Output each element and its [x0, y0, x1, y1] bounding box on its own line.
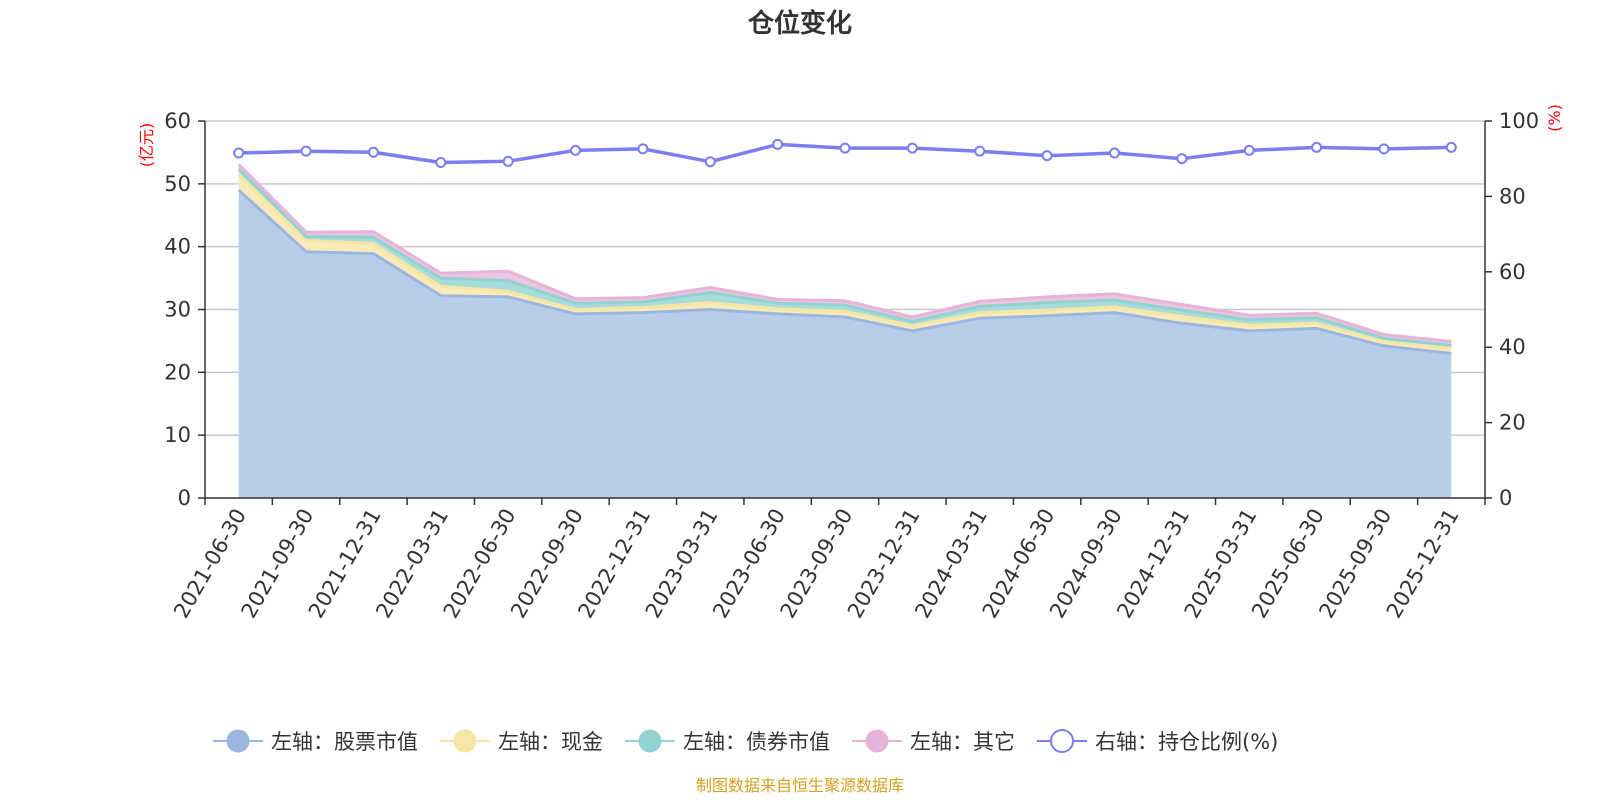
legend-item-3: 左轴：债券市值	[625, 729, 830, 754]
legend-circle-marker	[638, 729, 662, 753]
legend-label: 右轴：持仓比例(%)	[1095, 730, 1278, 754]
area-series-line-1	[237, 188, 1452, 355]
position-ratio-point	[974, 145, 986, 157]
left-axis-tick-label: 60	[164, 109, 191, 133]
left-axis-tick-label: 10	[164, 423, 191, 447]
position-ratio-point	[906, 142, 918, 154]
position-ratio-point	[233, 147, 245, 159]
area-series-line-2	[237, 173, 1452, 350]
position-ratio-point	[1378, 143, 1390, 155]
legend-item-4: 左轴：其它	[852, 729, 1015, 754]
legend-circle-marker	[865, 729, 889, 753]
right-axis-tick-label: 0	[1499, 486, 1512, 510]
position-ratio-point	[367, 146, 379, 158]
position-ratio-point	[435, 156, 447, 168]
legend-item-5: 右轴：持仓比例(%)	[1037, 729, 1278, 754]
legend-label: 左轴：股票市值	[271, 730, 418, 754]
legend-label: 左轴：其它	[910, 730, 1015, 754]
legend-circle-marker	[453, 729, 477, 753]
right-axis-tick-label: 20	[1499, 411, 1526, 435]
legend-item-2: 左轴：现金	[440, 729, 603, 754]
right-axis-tick-label: 100	[1499, 109, 1539, 133]
legend-label: 左轴：债券市值	[683, 730, 830, 754]
left-axis-tick-label: 20	[164, 360, 191, 384]
data-source-footer: 制图数据来自恒生聚源数据库	[696, 776, 904, 795]
legend: 左轴：股票市值 左轴：现金 左轴：债券市值 左轴：其它 右轴：持仓比例(%)	[213, 729, 1278, 754]
position-ratio-point	[1243, 144, 1255, 156]
position-ratio-point	[300, 145, 312, 157]
area-series-line-4	[237, 163, 1452, 343]
position-ratio-point	[637, 143, 649, 155]
right-axis-tick-label: 40	[1499, 335, 1526, 359]
left-axis-tick-label: 40	[164, 235, 191, 259]
left-axis-tick-label: 0	[178, 486, 191, 510]
legend-circle-marker	[226, 729, 250, 753]
position-ratio-point	[570, 144, 582, 156]
right-axis-tick-label: 80	[1499, 184, 1526, 208]
chart-title: 仓位变化	[747, 8, 852, 39]
right-axis-unit: (%)	[1545, 104, 1564, 132]
area-series-line-3	[237, 167, 1452, 347]
left-axis-tick-label: 30	[164, 298, 191, 322]
position-ratio-line	[233, 138, 1457, 168]
position-ratio-point	[502, 155, 514, 167]
position-ratio-point	[1108, 147, 1120, 159]
position-ratio-point	[1445, 141, 1457, 153]
position-ratio-point	[704, 156, 716, 168]
position-ratio-point	[1176, 153, 1188, 165]
left-axis-unit: (亿元)	[137, 123, 156, 168]
x-axis-tick-label: 2025-12-31	[1382, 505, 1464, 623]
left-axis-tick-label: 50	[164, 172, 191, 196]
right-axis-tick-label: 60	[1499, 260, 1526, 284]
legend-label: 左轴：现金	[498, 730, 603, 754]
area-band-1	[238, 190, 1452, 498]
position-ratio-point	[772, 138, 784, 150]
legend-circle-marker	[1050, 729, 1074, 753]
legend-item-1: 左轴：股票市值	[213, 729, 418, 754]
position-ratio-point	[839, 142, 851, 154]
position-ratio-point	[1311, 141, 1323, 153]
stacked-areas	[237, 163, 1452, 498]
position-ratio-point	[1041, 150, 1053, 162]
